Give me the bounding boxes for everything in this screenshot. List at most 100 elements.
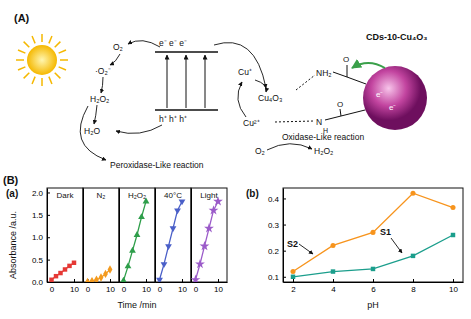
- data-point: [67, 264, 71, 268]
- diagram-label: O₂: [113, 42, 123, 52]
- subplot-title: Light: [200, 191, 218, 200]
- hole-transfer-arrow: [116, 125, 162, 133]
- sun-ray: [49, 77, 52, 84]
- panel-label: (b): [246, 188, 259, 199]
- electron-flow-arrow: [352, 63, 385, 68]
- plot-area: [156, 199, 185, 282]
- plot-area: [191, 196, 223, 282]
- excitation-arrow: [205, 55, 206, 108]
- sun-ray: [41, 34, 43, 42]
- diagram-label: H₂O₂: [314, 146, 333, 156]
- data-point: [331, 269, 335, 273]
- chart: 0100.00.51.01.52.0Dark(a)Absorbance /a.u…: [6, 188, 84, 294]
- sun-ray: [49, 36, 52, 43]
- diagram-label: Cu⁺: [238, 67, 252, 77]
- diagram-label: O: [343, 55, 349, 64]
- ligand-bond: [275, 121, 314, 122]
- tick: 10: [70, 279, 79, 294]
- data-point: [94, 276, 99, 282]
- tick-mark: [182, 279, 183, 282]
- tick-mark: [47, 215, 50, 216]
- data-line: [293, 235, 453, 277]
- tick: 6: [371, 279, 376, 294]
- diagram-label: H₂O: [84, 126, 100, 136]
- reaction-arrow: [110, 54, 120, 65]
- data-point: [125, 262, 132, 268]
- diagram-label: Cu₄O₃: [258, 93, 282, 103]
- diagram-label: e⁻: [376, 90, 383, 99]
- chart: 2468100.10.20.30.4(b)pH: [246, 188, 464, 310]
- tick-label: 0: [50, 285, 55, 294]
- data-point: [290, 269, 295, 274]
- data-point: [291, 275, 295, 279]
- data-point: [49, 278, 53, 282]
- annotation-arrow: [391, 238, 402, 253]
- diagram-label: NH₂: [316, 68, 332, 78]
- data-point: [200, 241, 210, 250]
- tick-mark: [283, 251, 286, 252]
- tick-label: 0: [158, 285, 163, 294]
- tick: 0.3: [268, 221, 286, 230]
- panel-label: (a): [6, 188, 18, 199]
- plot-area: [85, 265, 112, 282]
- tick-mark: [283, 277, 286, 278]
- y-axis: [83, 189, 84, 283]
- tick-label: 0.4: [268, 195, 280, 204]
- axis-line: [84, 282, 120, 283]
- sun-ray: [59, 50, 66, 53]
- data-point: [170, 226, 177, 232]
- data-point: [174, 208, 181, 214]
- tick-label: 1.5: [32, 211, 44, 220]
- diagram-label: h⁺ h⁺ h⁺: [159, 114, 187, 124]
- axis-line: [48, 282, 84, 283]
- y-axis: 0.00.51.01.52.0: [32, 189, 50, 288]
- tick-mark: [293, 279, 294, 282]
- plot-area: [290, 191, 455, 279]
- tick-label: 0: [122, 285, 127, 294]
- series-annotation: S2: [287, 239, 298, 249]
- sun-ray: [18, 67, 25, 70]
- data-point: [120, 277, 127, 282]
- axis-line: [156, 282, 192, 283]
- data-point: [156, 278, 163, 282]
- axis-line: [83, 189, 84, 283]
- panel-label: (B): [3, 174, 19, 186]
- tick: 0.0: [32, 278, 50, 287]
- plot-frame: [83, 188, 119, 282]
- sun-ray: [24, 73, 30, 79]
- carbonyl-bond: [347, 65, 348, 77]
- axis-line: [47, 189, 48, 283]
- sun-ray: [41, 78, 43, 86]
- tick: 0.2: [268, 247, 286, 256]
- y-axis: 0.1 0.2 0.3 0.4: [268, 189, 286, 283]
- tick-label: 10: [142, 285, 151, 294]
- plot-frame: [47, 188, 83, 282]
- axis-line: [191, 189, 192, 283]
- tick-mark: [74, 279, 75, 282]
- tick-mark: [47, 260, 50, 261]
- series-annotation: S1: [380, 227, 391, 237]
- tick-mark: [110, 279, 111, 282]
- tick-label: 10: [70, 285, 79, 294]
- axis-line: [120, 282, 156, 283]
- axis-line: [155, 189, 156, 283]
- data-point: [209, 205, 219, 214]
- tick: 8: [411, 279, 416, 294]
- sun-ray: [59, 67, 66, 70]
- diagram-label: O₂: [255, 146, 265, 156]
- sun-ray: [18, 50, 25, 53]
- data-point: [370, 230, 375, 235]
- tick-mark: [146, 279, 147, 282]
- chart: 010N₂: [83, 188, 120, 294]
- tick-label: 10: [449, 285, 458, 294]
- tick-label: 0.1: [268, 273, 280, 282]
- data-line: [124, 201, 147, 280]
- tick-label: 2: [291, 285, 296, 294]
- tick-mark: [283, 225, 286, 226]
- conduction-band: [155, 51, 218, 53]
- excitation-arrow: [167, 55, 168, 108]
- sun-ray: [60, 59, 68, 61]
- y-axis-title: Absorbance /a.u.: [8, 211, 18, 279]
- carbon-dot: [363, 66, 427, 130]
- excitation-arrow: [186, 55, 187, 108]
